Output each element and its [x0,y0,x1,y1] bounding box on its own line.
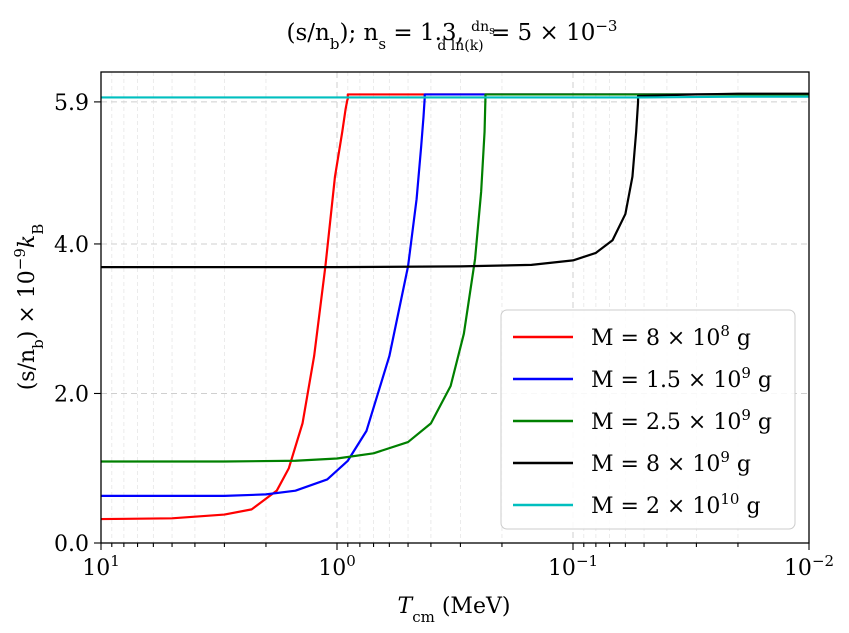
x-tick-label: 10−1 [548,552,598,581]
legend-label-1: M = 8 × 108 g [591,322,751,351]
legend-label-5: M = 2 × 1010 g [591,490,761,519]
series-line-3 [101,93,809,463]
legend-label-3: M = 2.5 × 109 g [591,406,772,435]
y-axis-label: (s/nb) × 10−9kB [11,224,47,391]
x-tick-label: 101 [82,552,120,581]
y-tick-label: 0.0 [54,532,89,557]
x-axis-label: Tcm (MeV) [398,594,511,626]
y-tick-label: 5.9 [54,91,89,116]
x-tick-label: 100 [318,552,356,581]
series-line-5 [101,95,809,99]
legend: M = 8 × 108 g M = 1.5 × 109 g M = 2.5 × 10… [500,309,796,530]
legend-label-4: M = 8 × 109 g [591,448,751,477]
plot-frame [100,71,810,544]
x-tick-label: 10−2 [784,552,834,581]
legend-label-2: M = 1.5 × 109 g [591,364,772,393]
chart-title: (s/nb); ns = 1.3, dns d ln(k) = 5 × 10−3 [287,17,618,54]
axis-ticks: 101 100 10−1 10−2 0.0 2.0 4.0 5.9 [54,91,834,581]
y-tick-label: 4.0 [54,233,89,258]
legend-box [500,309,796,530]
y-tick-label: 2.0 [54,382,89,407]
series-line-4 [101,92,809,269]
series-layer [100,92,809,521]
